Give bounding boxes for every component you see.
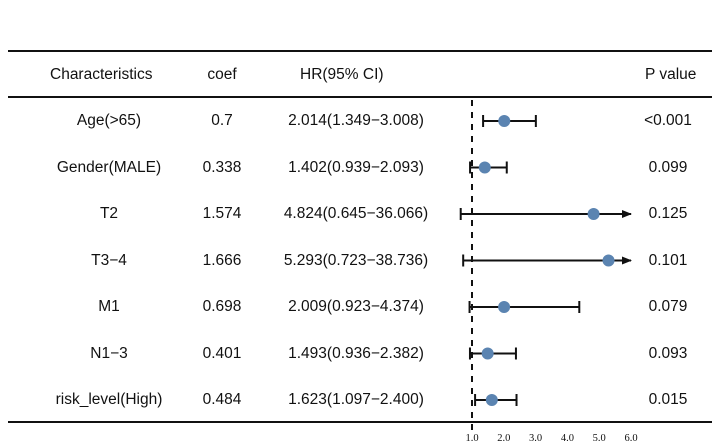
hr-point xyxy=(498,301,511,313)
hr-point xyxy=(481,347,494,360)
row-hr-ci: 2.014(1.349−3.008) xyxy=(288,112,424,129)
x-tick-label: 2.0 xyxy=(497,433,510,443)
row-characteristic: T3−4 xyxy=(91,251,127,269)
row-characteristic: M1 xyxy=(98,298,120,315)
row-hr-ci: 1.493(0.936−2.382) xyxy=(288,344,424,362)
row-characteristic: Gender(MALE) xyxy=(56,158,162,176)
table-top-rule xyxy=(8,50,712,52)
table-bottom-rule xyxy=(8,421,712,423)
header-characteristics: Characteristics xyxy=(50,66,153,83)
row-coef: 0.401 xyxy=(202,344,242,362)
row-characteristic: T2 xyxy=(99,205,119,222)
header-coef: coef xyxy=(207,66,237,83)
row-p-value: 0.125 xyxy=(648,205,688,222)
hr-point xyxy=(478,161,491,174)
row-hr-ci: 4.824(0.645−36.066) xyxy=(283,205,429,222)
x-tick-label: 3.0 xyxy=(529,433,542,443)
row-p-value: 0.015 xyxy=(648,391,688,408)
hr-point xyxy=(602,254,615,267)
hr-point xyxy=(485,394,498,406)
hr-point xyxy=(587,208,600,220)
x-tick-label: 6.0 xyxy=(624,433,637,443)
row-coef: 0.7 xyxy=(211,112,233,129)
row-p-value: 0.093 xyxy=(648,344,688,362)
hr-point xyxy=(498,115,511,127)
header-hr: HR(95% CI) xyxy=(300,66,384,83)
row-p-value: <0.001 xyxy=(644,112,692,129)
row-characteristic: risk_level(High) xyxy=(55,391,163,408)
row-characteristic: Age(>65) xyxy=(76,112,142,129)
row-p-value: 0.101 xyxy=(648,251,688,269)
row-hr-ci: 1.402(0.939−2.093) xyxy=(288,158,424,176)
row-coef: 0.698 xyxy=(202,298,242,315)
row-coef: 0.484 xyxy=(202,391,242,408)
row-p-value: 0.079 xyxy=(648,298,688,315)
row-characteristic: N1−3 xyxy=(90,344,128,362)
table-header-rule xyxy=(8,96,712,98)
x-tick-label: 4.0 xyxy=(561,433,574,443)
row-coef: 0.338 xyxy=(202,158,242,176)
x-tick-label: 5.0 xyxy=(593,433,606,443)
row-coef: 1.666 xyxy=(202,251,242,269)
row-p-value: 0.099 xyxy=(648,158,688,176)
row-hr-ci: 2.009(0.923−4.374) xyxy=(288,298,424,315)
header-p-value: P value xyxy=(645,66,697,83)
row-coef: 1.574 xyxy=(202,205,242,222)
x-tick-label: 1.0 xyxy=(465,433,478,443)
row-hr-ci: 1.623(1.097−2.400) xyxy=(288,391,424,408)
row-hr-ci: 5.293(0.723−38.736) xyxy=(283,251,429,269)
